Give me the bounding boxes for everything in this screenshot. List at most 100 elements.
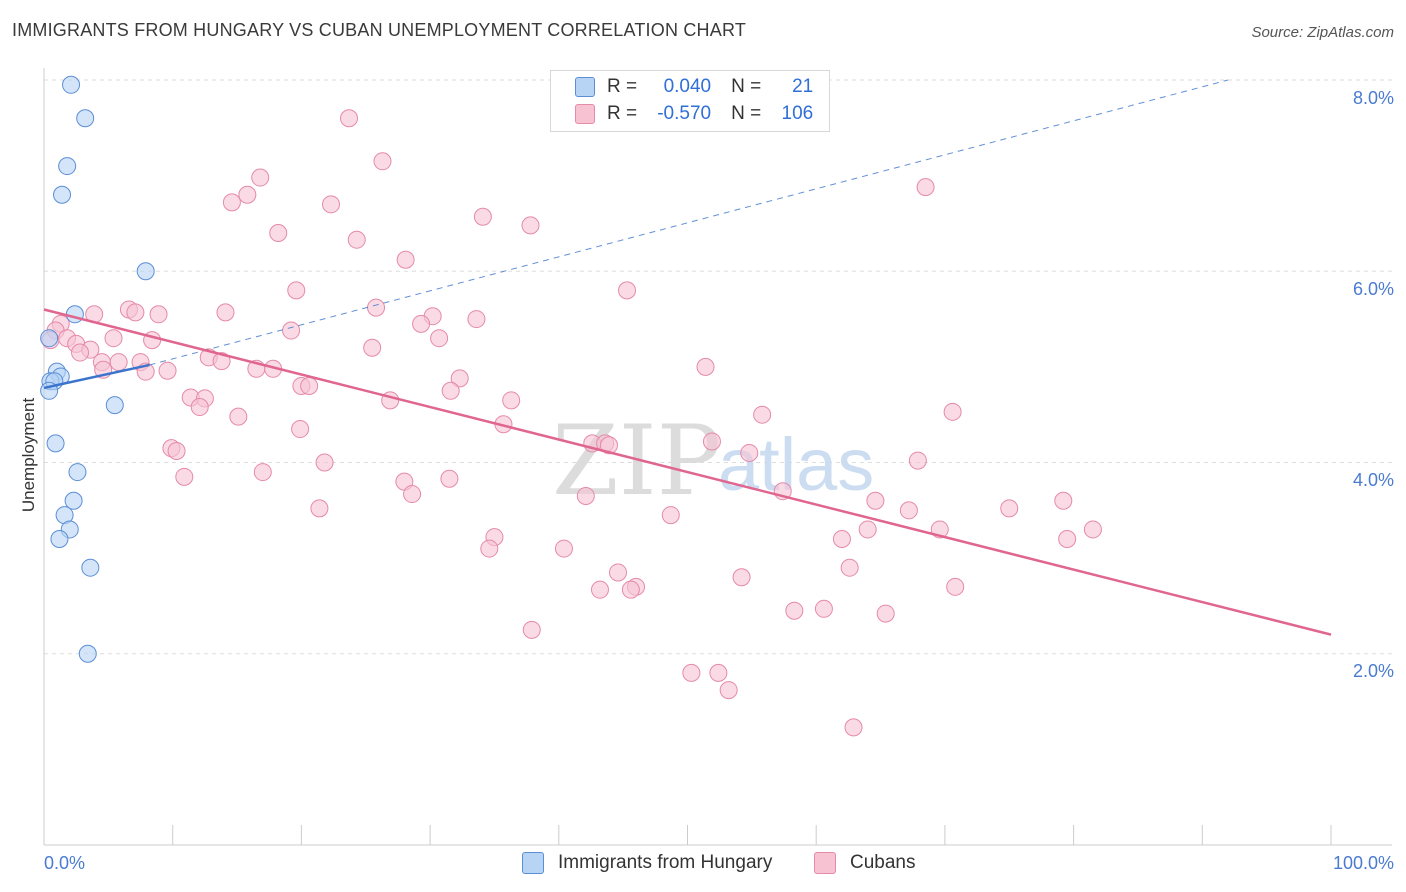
cuban-point [175,467,194,486]
cuban-point [609,563,628,582]
cuban-point [840,558,859,577]
hungary-point [105,396,124,415]
cuban-point [222,193,241,212]
cuban-point [412,314,431,333]
legend-item-hungary[interactable]: Immigrants from Hungary [522,852,772,874]
cuban-point [946,577,965,596]
cuban-point [876,604,895,623]
hungary-point [65,305,84,324]
legend-r-label: R = [607,76,638,97]
cuban-point [908,451,927,470]
x-tick-label-min: 0.0% [44,853,85,873]
cuban-point [682,663,701,682]
cuban-point [396,250,415,269]
trend-lines [43,79,1332,636]
cuban-point [310,499,329,518]
cuban-point [709,663,728,682]
cuban-point [282,321,301,340]
cuban-point [340,109,359,128]
cuban-point [287,281,306,300]
cuban-point [1058,530,1077,548]
cuban-point [618,281,637,300]
legend-item-cubans[interactable]: Cubans [814,852,916,874]
hungary-trend-extension [149,79,1229,366]
chart-title: IMMIGRANTS FROM HUNGARY VS CUBAN UNEMPLO… [12,20,747,40]
series-cubans [41,109,1102,737]
cuban-point [126,303,145,322]
cuban-point [238,185,257,204]
cuban-point [814,599,833,618]
cuban-point [621,580,640,599]
legend-swatch-cubans [814,852,836,874]
correlation-legend: R = 0.040 N = 21 R = -0.570 N = 106 [550,70,830,132]
series-hungary [40,75,155,663]
cuban-point [590,580,609,599]
hungary-point [78,644,97,663]
axes [43,68,1392,846]
watermark-atlas: atlas [718,423,874,506]
cuban-point [502,391,521,410]
cuban-point [269,224,288,242]
hungary-point [62,75,81,94]
cuban-point [158,361,177,380]
cuban-point [322,195,341,214]
legend-row-hungary: R = 0.040 N = 21 [575,74,813,100]
y-tick-label-4: 4.0% [1353,470,1394,490]
cuban-point [291,420,310,439]
legend-n-value: 21 [792,76,814,97]
cuban-point [554,539,573,558]
source-label: Source: ZipAtlas.com [1251,24,1394,41]
cuban-point [403,485,422,504]
cuban-point [367,298,386,317]
hungary-point [50,530,69,548]
cuban-point [104,329,123,348]
hungary-point [68,463,87,482]
cuban-point [599,436,618,455]
legend-n-value: 106 [781,103,814,124]
hungary-point [58,157,77,176]
y-tick-label-6: 6.0% [1353,279,1394,299]
cuban-point [473,207,492,226]
cuban-point [430,329,449,348]
watermark: ZIP atlas [552,405,874,517]
cuban-point [347,230,366,249]
cuban-point [576,486,595,505]
hungary-point [81,558,100,577]
cuban-point [167,442,186,461]
cuban-point [1000,499,1019,518]
legend-r-label: R = [607,103,638,124]
y-tick-label-2: 2.0% [1353,661,1394,681]
legend-r-value: -0.570 [657,103,712,124]
hungary-trend-line [43,363,150,390]
x-tick-label-max: 100.0% [1333,853,1394,873]
cuban-point [1083,520,1102,539]
cuban-point [696,357,715,376]
cuban-point [702,432,721,451]
cuban-point [943,402,962,421]
watermark-zip: ZIP [552,405,721,517]
hungary-point [64,491,83,510]
cuban-point [212,352,231,371]
legend-swatch-hungary [522,852,544,874]
hungary-point [136,262,155,281]
hungary-point [53,185,72,204]
legend-swatch-hungary [575,77,595,97]
cuban-point [251,168,270,187]
cuban-trend-line [43,308,1332,636]
cuban-point [109,353,128,372]
y-axis-title: Unemployment [19,398,38,513]
cuban-point [149,305,168,324]
hungary-point [40,329,59,348]
cuban-point [71,343,90,362]
cuban-point [480,539,499,558]
cuban-point [916,178,935,197]
legend-swatch-cubans [575,104,595,124]
cuban-point [832,530,851,548]
cuban-point [190,398,209,417]
cuban-point [315,453,334,472]
cuban-point [300,377,319,395]
legend-n-label: N = [731,76,762,97]
legend-label-hungary: Immigrants from Hungary [558,852,773,873]
cuban-point [844,718,863,737]
